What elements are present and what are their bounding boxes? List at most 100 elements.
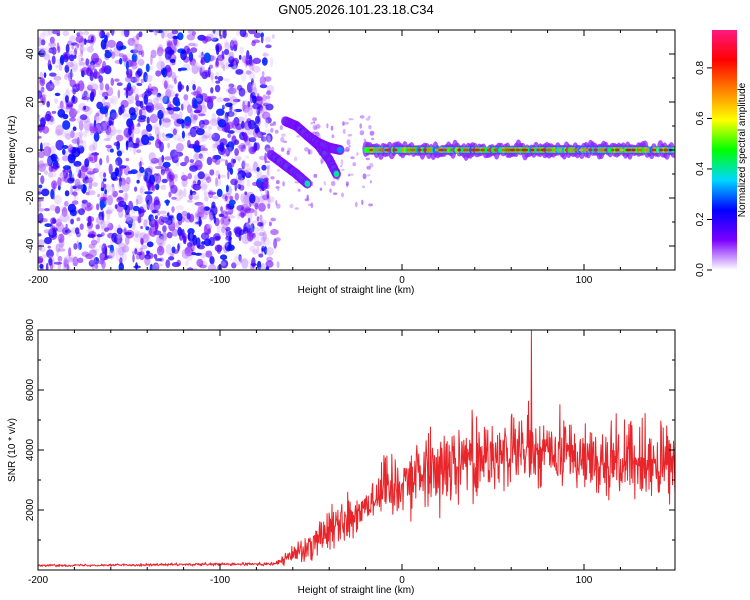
spectrogram-cell [151, 221, 154, 227]
spectrogram-cell [199, 210, 208, 220]
spectrogram-cell [188, 213, 195, 223]
spectrogram-cell [340, 159, 344, 166]
spectrogram-cell [85, 58, 90, 66]
spectrogram-cell [252, 249, 258, 255]
spectrogram-cell [49, 145, 56, 155]
spectrogram-cell [74, 47, 77, 56]
spectrogram-cell [155, 183, 160, 191]
spectrogram-cell [264, 118, 269, 129]
spectrogram-cell [149, 263, 154, 270]
spectrogram-cell [252, 181, 260, 187]
spectrogram-cell [202, 94, 208, 99]
spectrogram-cell [223, 49, 230, 55]
spectrogram-cell [251, 82, 257, 91]
spectrogram-cell [241, 160, 246, 170]
spectrogram-cell [116, 227, 123, 235]
spectrogram-cell [146, 123, 153, 132]
spectrogram-cell [256, 246, 260, 255]
spectrogram-cell [107, 222, 114, 231]
spectrogram-cell [136, 53, 142, 65]
spectrogram-cell [244, 193, 250, 203]
spectrogram-cell [211, 155, 218, 163]
spectrogram-cell [509, 148, 516, 152]
spectrogram-cell [160, 169, 165, 176]
spectrogram-cell [192, 84, 196, 91]
spectrogram-cell [83, 30, 90, 36]
colorbar-tick-label: 0.4 [695, 162, 706, 176]
spectrogram-cell [119, 257, 123, 266]
spectrogram-cell [171, 30, 179, 35]
spectrogram-cell [367, 115, 371, 119]
spectrogram-cell [148, 152, 156, 162]
snr-series-line [38, 330, 675, 568]
spectrogram-cell [214, 84, 221, 93]
spectrogram-cell [114, 204, 118, 209]
spectrogram-cell [242, 194, 251, 205]
spectrogram-cell [134, 186, 138, 192]
spectrogram-cell [194, 252, 203, 256]
spectrogram-cell [141, 134, 150, 146]
spectrogram-cell [198, 203, 206, 210]
spectrogram-cell [138, 232, 148, 240]
spectrogram-cell [99, 196, 108, 202]
spectrogram-cell [58, 238, 65, 249]
spectrogram-cell [74, 44, 79, 51]
spectrogram-cell [337, 146, 343, 154]
spectrogram-cell [161, 231, 168, 241]
spectrogram-cell [117, 181, 125, 190]
spectrogram-cell [162, 161, 171, 168]
spectrogram-cell [263, 246, 268, 255]
spectrogram-cell [138, 50, 143, 55]
spectrogram-cell [236, 30, 240, 37]
spectrogram-cell [359, 115, 365, 119]
spectrogram-cell [178, 84, 185, 90]
spectrogram-cell [216, 176, 222, 187]
spectrogram-cell [224, 195, 228, 202]
spectrogram-cell [69, 79, 76, 88]
spectrogram-cell [229, 108, 238, 117]
spectrogram-cell [172, 35, 180, 40]
spectrogram-cell [71, 64, 78, 73]
spectrogram-cell [246, 59, 254, 67]
spectrogram-cell [90, 42, 94, 47]
spectrogram-cell [157, 30, 164, 34]
spectrogram-cell [156, 46, 164, 57]
spectrogram-cell [149, 226, 157, 238]
spectrogram-cell [50, 85, 54, 89]
spectrogram-cell [125, 77, 134, 83]
spectrogram-cell [207, 124, 212, 133]
spectrogram-cell [99, 120, 109, 131]
spectrogram-cell [304, 147, 309, 152]
spectrogram-cell [267, 203, 271, 209]
spectrogram-cell [64, 190, 70, 197]
spectrogram-cell [122, 252, 127, 262]
spectrogram-cell [175, 204, 184, 211]
spectrogram-cell [178, 189, 184, 199]
spectrogram-cell [150, 49, 157, 59]
spectrogram-cell [85, 205, 92, 212]
spectrogram-cell [133, 40, 139, 49]
spectrogram-cell [164, 46, 173, 55]
spectrogram-cell [74, 109, 81, 114]
spectrogram-cell [333, 170, 340, 178]
spectrogram-cell [248, 146, 256, 155]
spectrogram-cell [227, 170, 230, 180]
spectrogram-cell [43, 146, 52, 157]
spectrogram-cell [48, 41, 57, 48]
spectrogram-cell [275, 237, 281, 242]
spectrogram-cell [41, 188, 50, 197]
spectrogram-cell [227, 130, 235, 134]
spectrogram-cell [189, 159, 195, 164]
spectrogram-cell [374, 148, 379, 152]
spectrogram-cell [263, 134, 271, 143]
spectrogram-cell [158, 50, 164, 56]
spectrogram-cell [200, 181, 208, 192]
spectrogram-cell [347, 133, 353, 137]
spectrogram-cell [228, 215, 236, 219]
spectrogram-cell [180, 175, 189, 181]
spectrogram-cell [100, 30, 105, 37]
spectrogram-cell [214, 75, 218, 80]
spectrogram-cell [193, 153, 200, 161]
spectrogram-cell [99, 81, 104, 91]
